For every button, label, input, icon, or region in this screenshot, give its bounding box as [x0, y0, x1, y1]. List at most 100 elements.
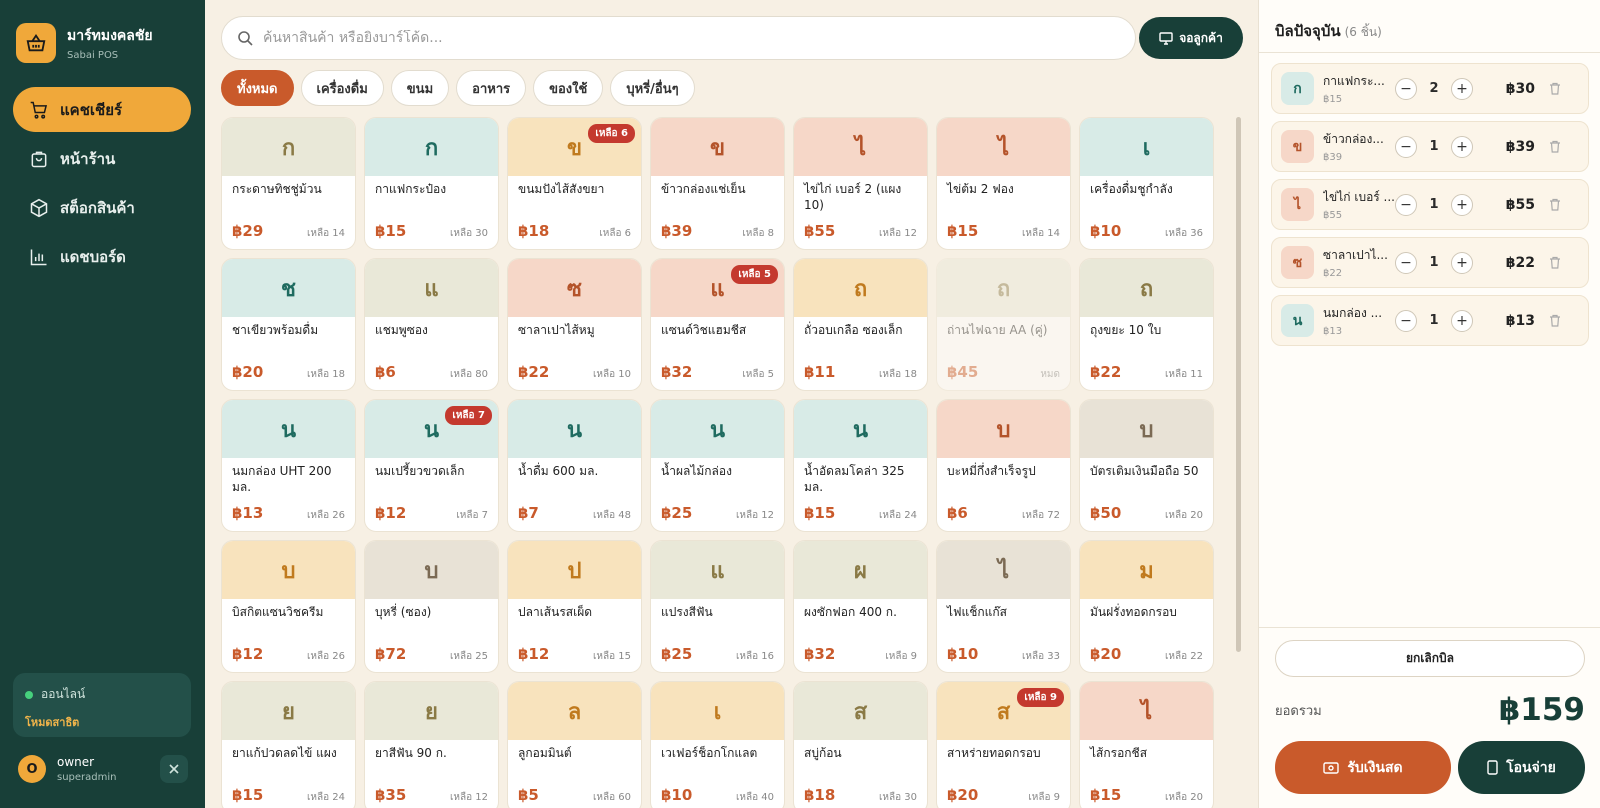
- sidebar-item-cart[interactable]: แคชเชียร์: [13, 87, 191, 132]
- product-stock: เหลือ 22: [1164, 651, 1203, 662]
- product-initial: น: [222, 400, 355, 458]
- product-name: น้ำผลไม้กล่อง: [661, 464, 732, 478]
- category-tab[interactable]: ทั้งหมด: [221, 70, 294, 106]
- transfer-payment-label: โอนจ่าย: [1506, 759, 1556, 776]
- product-name: แซนด์วิชแฮมชีส: [661, 323, 747, 337]
- decrease-qty-button[interactable]: −: [1395, 251, 1417, 274]
- product-name: ลูกอมมินต์: [518, 746, 572, 760]
- increase-qty-button[interactable]: +: [1451, 193, 1473, 216]
- customer-screen-button[interactable]: จอลูกค้า: [1139, 17, 1243, 59]
- product-card[interactable]: แแปรงสีฟัน ฿25 เหลือ 16: [650, 540, 785, 673]
- product-card[interactable]: ผผงซักฟอก 400 ก. ฿32 เหลือ 9: [793, 540, 928, 673]
- product-card[interactable]: เเวเฟอร์ช็อกโกแลต ฿10 เหลือ 40: [650, 681, 785, 808]
- product-card[interactable]: ไไฟแช็กแก๊ส ฿10 เหลือ 33: [936, 540, 1071, 673]
- product-card[interactable]: ไไข่ไก่ เบอร์ 2 (แผง 10) ฿55 เหลือ 12: [793, 117, 928, 250]
- decrease-qty-button[interactable]: −: [1395, 77, 1417, 100]
- product-stock: เหลือ 33: [1021, 651, 1060, 662]
- cash-payment-button[interactable]: รับเงินสด: [1275, 741, 1451, 794]
- plus-icon: +: [1456, 254, 1468, 271]
- cancel-bill-button[interactable]: ยกเลิกบิล: [1275, 640, 1585, 677]
- product-name: ไส้กรอกชีส: [1090, 746, 1148, 760]
- product-card[interactable]: ขขนมปังไส้สังขยา ฿18 เหลือ 6 เหลือ 6: [507, 117, 642, 250]
- product-card[interactable]: ไไข่ต้ม 2 ฟอง ฿15 เหลือ 14: [936, 117, 1071, 250]
- remove-item-button[interactable]: [1535, 198, 1561, 211]
- category-tab[interactable]: เครื่องดื่ม: [300, 70, 384, 106]
- product-card[interactable]: ขข้าวกล่องแช่เย็น ฿39 เหลือ 8: [650, 117, 785, 250]
- product-card[interactable]: แแชมพูซอง ฿6 เหลือ 80: [364, 258, 499, 391]
- increase-qty-button[interactable]: +: [1451, 251, 1473, 274]
- product-name: ถ่านไฟฉาย AA (คู่): [947, 323, 1048, 337]
- product-card[interactable]: นนมกล่อง UHT 200 มล. ฿13 เหลือ 26: [221, 399, 356, 532]
- remove-item-button[interactable]: [1535, 82, 1561, 95]
- product-card[interactable]: ถถั่วอบเกลือ ซองเล็ก ฿11 เหลือ 18: [793, 258, 928, 391]
- product-card[interactable]: ซซาลาเปาไส้หมู ฿22 เหลือ 10: [507, 258, 642, 391]
- product-name: แชมพูซอง: [375, 323, 428, 337]
- category-tab[interactable]: ของใช้: [533, 70, 604, 106]
- product-card[interactable]: บบุหรี่ (ซอง) ฿72 เหลือ 25: [364, 540, 499, 673]
- product-price: ฿18: [518, 222, 550, 240]
- product-initial: ผ: [794, 541, 927, 599]
- sidebar-item-store[interactable]: หน้าร้าน: [13, 136, 191, 181]
- search-bar[interactable]: [221, 16, 1136, 60]
- product-card[interactable]: ไไส้กรอกชีส ฿15 เหลือ 20: [1079, 681, 1214, 808]
- divider: [1259, 52, 1600, 53]
- product-initial: ไ: [1080, 682, 1213, 740]
- product-card[interactable]: ปปลาเส้นรสเผ็ด ฿12 เหลือ 15: [507, 540, 642, 673]
- plus-icon: +: [1456, 138, 1468, 155]
- product-card[interactable]: นน้ำอัดลมโคล่า 325 มล. ฿15 เหลือ 24: [793, 399, 928, 532]
- search-input[interactable]: [263, 30, 1103, 46]
- product-initial: บ: [1080, 400, 1213, 458]
- increase-qty-button[interactable]: +: [1451, 309, 1473, 332]
- product-card[interactable]: แแซนด์วิชแฮมชีส ฿32 เหลือ 5 เหลือ 5: [650, 258, 785, 391]
- minus-icon: −: [1400, 80, 1412, 97]
- product-card[interactable]: เเครื่องดื่มชูกำลัง ฿10 เหลือ 36: [1079, 117, 1214, 250]
- decrease-qty-button[interactable]: −: [1395, 309, 1417, 332]
- category-tab[interactable]: บุหรี่/อื่นๆ: [610, 70, 695, 106]
- sidebar-item-box[interactable]: สต็อกสินค้า: [13, 185, 191, 230]
- product-price: ฿6: [375, 363, 396, 381]
- phone-icon: [1487, 760, 1498, 775]
- sidebar-item-label: สต็อกสินค้า: [60, 198, 135, 217]
- category-tab[interactable]: ขนม: [390, 70, 450, 106]
- product-card[interactable]: มมันฝรั่งทอดกรอบ ฿20 เหลือ 22: [1079, 540, 1214, 673]
- product-card[interactable]: บบิสกิตแซนวิชครีม ฿12 เหลือ 26: [221, 540, 356, 673]
- remove-item-button[interactable]: [1535, 256, 1561, 269]
- cart-icon: [28, 99, 50, 121]
- product-stock: เหลือ 14: [306, 228, 345, 239]
- remove-item-button[interactable]: [1535, 140, 1561, 153]
- product-card[interactable]: นน้ำผลไม้กล่อง ฿25 เหลือ 12: [650, 399, 785, 532]
- increase-qty-button[interactable]: +: [1451, 135, 1473, 158]
- trash-icon: [1550, 198, 1560, 211]
- decrease-qty-button[interactable]: −: [1395, 135, 1417, 158]
- product-card[interactable]: กกาแฟกระป๋อง ฿15 เหลือ 30: [364, 117, 499, 250]
- product-card[interactable]: สสบู่ก้อน ฿18 เหลือ 30: [793, 681, 928, 808]
- product-stock: เหลือ 18: [306, 369, 345, 380]
- decrease-qty-button[interactable]: −: [1395, 193, 1417, 216]
- cart-item-total: ฿55: [1505, 196, 1535, 213]
- product-stock: เหลือ 15: [592, 651, 631, 662]
- transfer-payment-button[interactable]: โอนจ่าย: [1458, 741, 1585, 794]
- cart-list: ก กาแฟกระ... ฿15 − 2 + ฿30 ข ข้าวกล่อง... ฿39 − 1 + ฿…: [1271, 63, 1589, 353]
- product-card[interactable]: ยยาสีฟัน 90 ก. ฿35 เหลือ 12: [364, 681, 499, 808]
- increase-qty-button[interactable]: +: [1451, 77, 1473, 100]
- category-tab[interactable]: อาหาร: [456, 70, 527, 106]
- product-card[interactable]: ยยาแก้ปวดลดไข้ แผง ฿15 เหลือ 24: [221, 681, 356, 808]
- product-stock: เหลือ 26: [306, 651, 345, 662]
- product-card[interactable]: นนมเปรี้ยวขวดเล็ก ฿12 เหลือ 7 เหลือ 7: [364, 399, 499, 532]
- remove-item-button[interactable]: [1535, 314, 1561, 327]
- sidebar-item-chart[interactable]: แดชบอร์ด: [13, 234, 191, 279]
- product-initial: เ: [1080, 118, 1213, 176]
- scrollbar[interactable]: [1236, 117, 1241, 652]
- product-card[interactable]: สสาหร่ายทอดกรอบ ฿20 เหลือ 9 เหลือ 9: [936, 681, 1071, 808]
- product-card[interactable]: บบัตรเติมเงินมือถือ 50 ฿50 เหลือ 20: [1079, 399, 1214, 532]
- product-card[interactable]: ชชาเขียวพร้อมดื่ม ฿20 เหลือ 18: [221, 258, 356, 391]
- product-card[interactable]: ลลูกอมมินต์ ฿5 เหลือ 60: [507, 681, 642, 808]
- logout-button[interactable]: [160, 755, 188, 783]
- product-card[interactable]: กกระดาษทิชชู่ม้วน ฿29 เหลือ 14: [221, 117, 356, 250]
- product-card[interactable]: บบะหมี่กึ่งสำเร็จรูป ฿6 เหลือ 72: [936, 399, 1071, 532]
- product-price: ฿22: [1090, 363, 1122, 381]
- product-card[interactable]: นน้ำดื่ม 600 มล. ฿7 เหลือ 48: [507, 399, 642, 532]
- low-stock-badge: เหลือ 9: [1017, 688, 1064, 707]
- cart-item-unit-price: ฿39: [1323, 152, 1343, 163]
- product-card[interactable]: ถถุงขยะ 10 ใบ ฿22 เหลือ 11: [1079, 258, 1214, 391]
